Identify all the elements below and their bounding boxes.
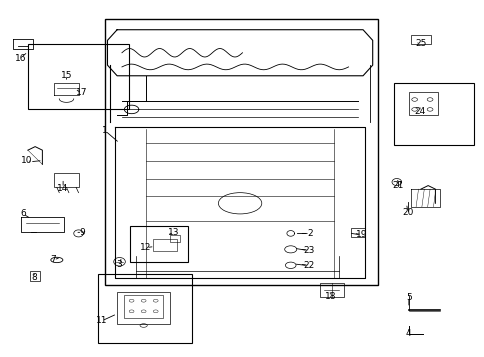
- Bar: [124, 295, 163, 318]
- Text: 8: 8: [31, 273, 37, 282]
- Bar: [30, 271, 40, 281]
- Bar: [105, 19, 377, 285]
- Bar: [54, 173, 78, 187]
- Text: 13: 13: [168, 228, 180, 237]
- Text: 6: 6: [20, 210, 26, 218]
- Bar: [153, 239, 177, 251]
- Text: 11: 11: [96, 316, 107, 325]
- Text: 19: 19: [356, 230, 367, 239]
- Bar: [130, 226, 188, 262]
- Text: 4: 4: [405, 329, 411, 338]
- Text: 7: 7: [50, 256, 56, 265]
- Bar: [408, 92, 437, 115]
- Bar: [98, 274, 192, 343]
- Text: 25: 25: [414, 39, 426, 49]
- Text: 18: 18: [324, 292, 335, 301]
- Text: 10: 10: [21, 156, 32, 165]
- Bar: [117, 292, 170, 324]
- Text: 9: 9: [79, 228, 85, 237]
- Text: 1: 1: [102, 126, 108, 135]
- Bar: [393, 83, 473, 145]
- Text: 16: 16: [15, 54, 26, 62]
- Bar: [28, 44, 129, 110]
- Bar: [410, 35, 430, 44]
- Text: 22: 22: [303, 261, 314, 270]
- Text: 14: 14: [57, 183, 69, 192]
- Text: 2: 2: [306, 229, 312, 238]
- Text: 20: 20: [401, 208, 413, 217]
- Text: 3: 3: [117, 260, 122, 269]
- Text: 17: 17: [76, 88, 88, 97]
- Bar: [170, 235, 180, 242]
- Bar: [350, 228, 365, 237]
- Text: 5: 5: [405, 293, 411, 302]
- Bar: [319, 283, 343, 297]
- Text: 24: 24: [413, 107, 424, 116]
- Text: 23: 23: [302, 246, 314, 255]
- Text: 21: 21: [391, 181, 403, 190]
- Text: 12: 12: [140, 243, 151, 252]
- Text: 15: 15: [60, 71, 72, 80]
